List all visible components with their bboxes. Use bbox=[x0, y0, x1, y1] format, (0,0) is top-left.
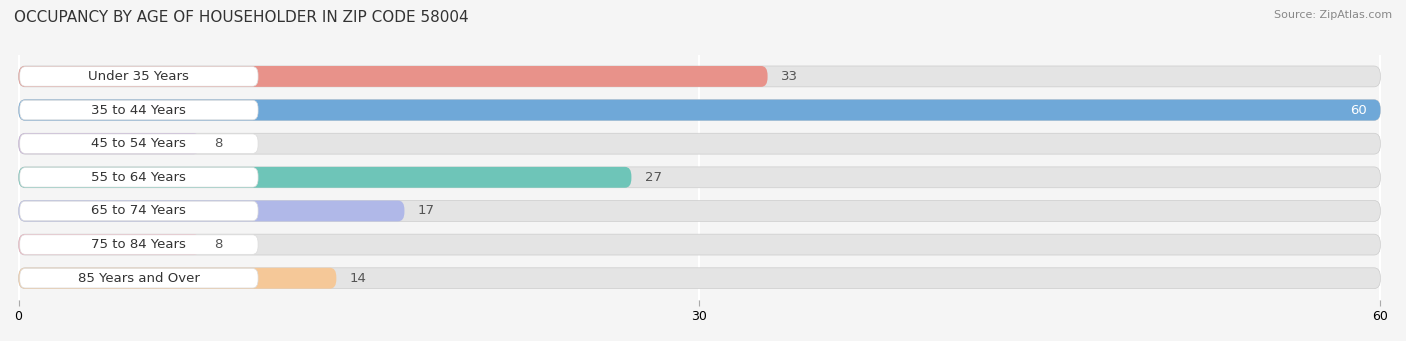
FancyBboxPatch shape bbox=[20, 167, 259, 187]
Text: 35 to 44 Years: 35 to 44 Years bbox=[91, 104, 187, 117]
FancyBboxPatch shape bbox=[20, 67, 259, 86]
Text: Source: ZipAtlas.com: Source: ZipAtlas.com bbox=[1274, 10, 1392, 20]
Text: 65 to 74 Years: 65 to 74 Years bbox=[91, 205, 187, 218]
FancyBboxPatch shape bbox=[18, 268, 336, 288]
FancyBboxPatch shape bbox=[18, 234, 200, 255]
Text: OCCUPANCY BY AGE OF HOUSEHOLDER IN ZIP CODE 58004: OCCUPANCY BY AGE OF HOUSEHOLDER IN ZIP C… bbox=[14, 10, 468, 25]
Text: 75 to 84 Years: 75 to 84 Years bbox=[91, 238, 187, 251]
FancyBboxPatch shape bbox=[18, 201, 405, 221]
FancyBboxPatch shape bbox=[20, 235, 259, 254]
Text: 60: 60 bbox=[1350, 104, 1367, 117]
Text: Under 35 Years: Under 35 Years bbox=[89, 70, 190, 83]
FancyBboxPatch shape bbox=[20, 134, 259, 153]
Text: 8: 8 bbox=[214, 238, 222, 251]
FancyBboxPatch shape bbox=[20, 268, 259, 288]
Text: 27: 27 bbox=[645, 171, 662, 184]
FancyBboxPatch shape bbox=[18, 66, 768, 87]
Text: 55 to 64 Years: 55 to 64 Years bbox=[91, 171, 187, 184]
FancyBboxPatch shape bbox=[18, 133, 200, 154]
FancyBboxPatch shape bbox=[18, 234, 1381, 255]
Text: 85 Years and Over: 85 Years and Over bbox=[77, 272, 200, 285]
FancyBboxPatch shape bbox=[18, 133, 1381, 154]
Text: 8: 8 bbox=[214, 137, 222, 150]
Text: 33: 33 bbox=[782, 70, 799, 83]
Text: 14: 14 bbox=[350, 272, 367, 285]
FancyBboxPatch shape bbox=[18, 201, 1381, 221]
FancyBboxPatch shape bbox=[20, 100, 259, 120]
FancyBboxPatch shape bbox=[20, 201, 259, 221]
Text: 17: 17 bbox=[418, 205, 434, 218]
FancyBboxPatch shape bbox=[18, 100, 1381, 120]
FancyBboxPatch shape bbox=[18, 167, 1381, 188]
Text: 45 to 54 Years: 45 to 54 Years bbox=[91, 137, 187, 150]
FancyBboxPatch shape bbox=[18, 268, 1381, 288]
FancyBboxPatch shape bbox=[18, 100, 1381, 120]
FancyBboxPatch shape bbox=[18, 66, 1381, 87]
FancyBboxPatch shape bbox=[18, 167, 631, 188]
